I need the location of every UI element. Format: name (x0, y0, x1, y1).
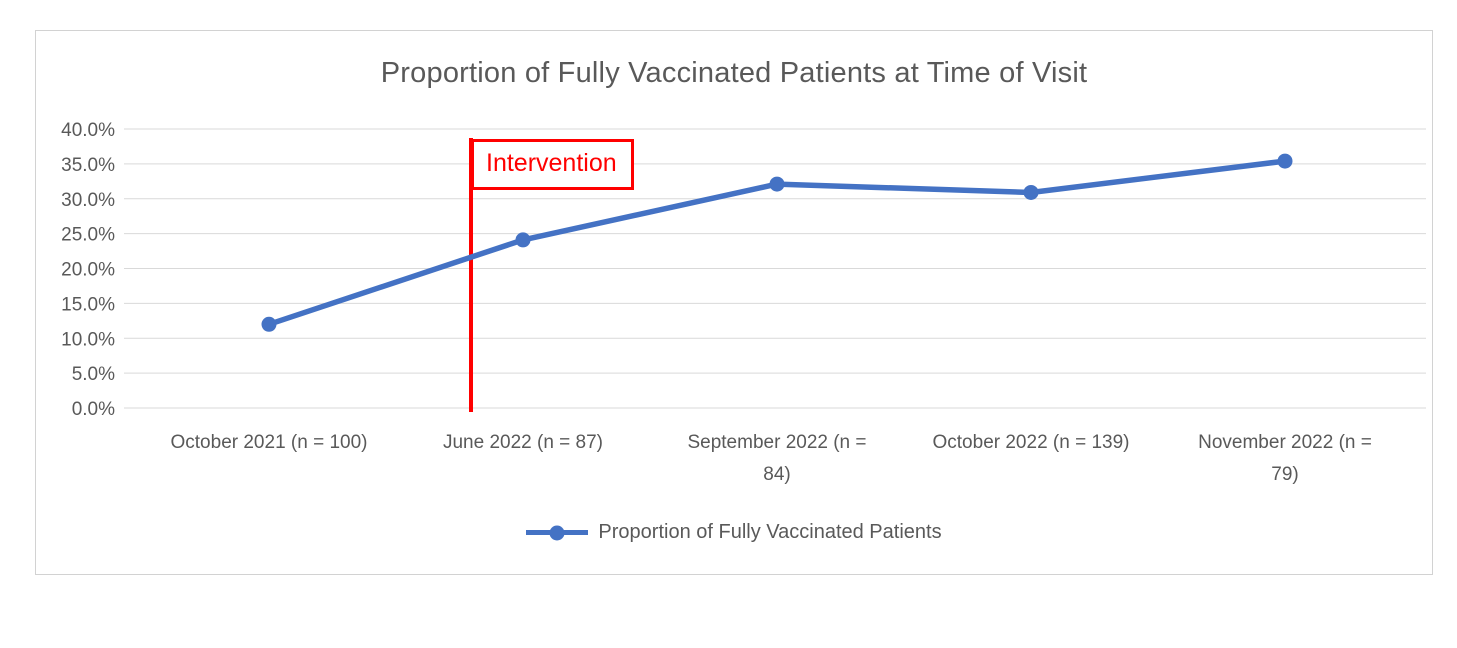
y-axis-tick-label: 25.0% (61, 225, 115, 246)
data-point-marker (515, 232, 531, 248)
data-point-marker (1277, 153, 1293, 169)
y-axis-tick-label: 35.0% (61, 155, 115, 176)
legend: Proportion of Fully Vaccinated Patients (36, 521, 1432, 544)
legend-line-marker-icon (526, 525, 589, 540)
x-axis-category-label: June 2022 (n = 87) (442, 432, 604, 453)
y-axis-tick-label: 20.0% (61, 260, 115, 281)
x-axis-category-label: October 2021 (n = 100) (170, 432, 368, 453)
intervention-annotation-label: Intervention (471, 139, 634, 190)
y-axis-tick-label: 0.0% (72, 399, 115, 420)
y-axis-tick-label: 5.0% (72, 364, 115, 385)
x-axis: October 2021 (n = 100) June 2022 (n = 87)… (142, 427, 1412, 492)
chart-title: Proportion of Fully Vaccinated Patients … (380, 57, 1088, 89)
data-point-marker (769, 176, 785, 192)
legend-series-label: Proportion of Fully Vaccinated Patients (598, 521, 942, 543)
y-axis-tick-label: 30.0% (61, 190, 115, 211)
x-axis-category-label: September 2022 (n = 84) (687, 432, 867, 486)
y-axis-tick-label: 10.0% (61, 329, 115, 350)
chart-frame: 0.0% 5.0% 10.0% 15.0% 20.0% 25.0% 30.0% 35.0% 40… (35, 30, 1433, 575)
plot-area: 0.0% 5.0% 10.0% 15.0% 20.0% 25.0% 30.0% 35.0% 40… (61, 120, 1426, 420)
y-axis-tick-label: 15.0% (61, 294, 115, 315)
x-axis-category-label: November 2022 (n = 79) (1198, 432, 1372, 486)
data-point-marker (261, 316, 277, 332)
data-point-marker (1023, 184, 1039, 200)
legend-dot-icon (549, 525, 565, 540)
y-axis-tick-label: 40.0% (61, 120, 115, 141)
x-axis-category-label: October 2022 (n = 139) (932, 432, 1130, 453)
